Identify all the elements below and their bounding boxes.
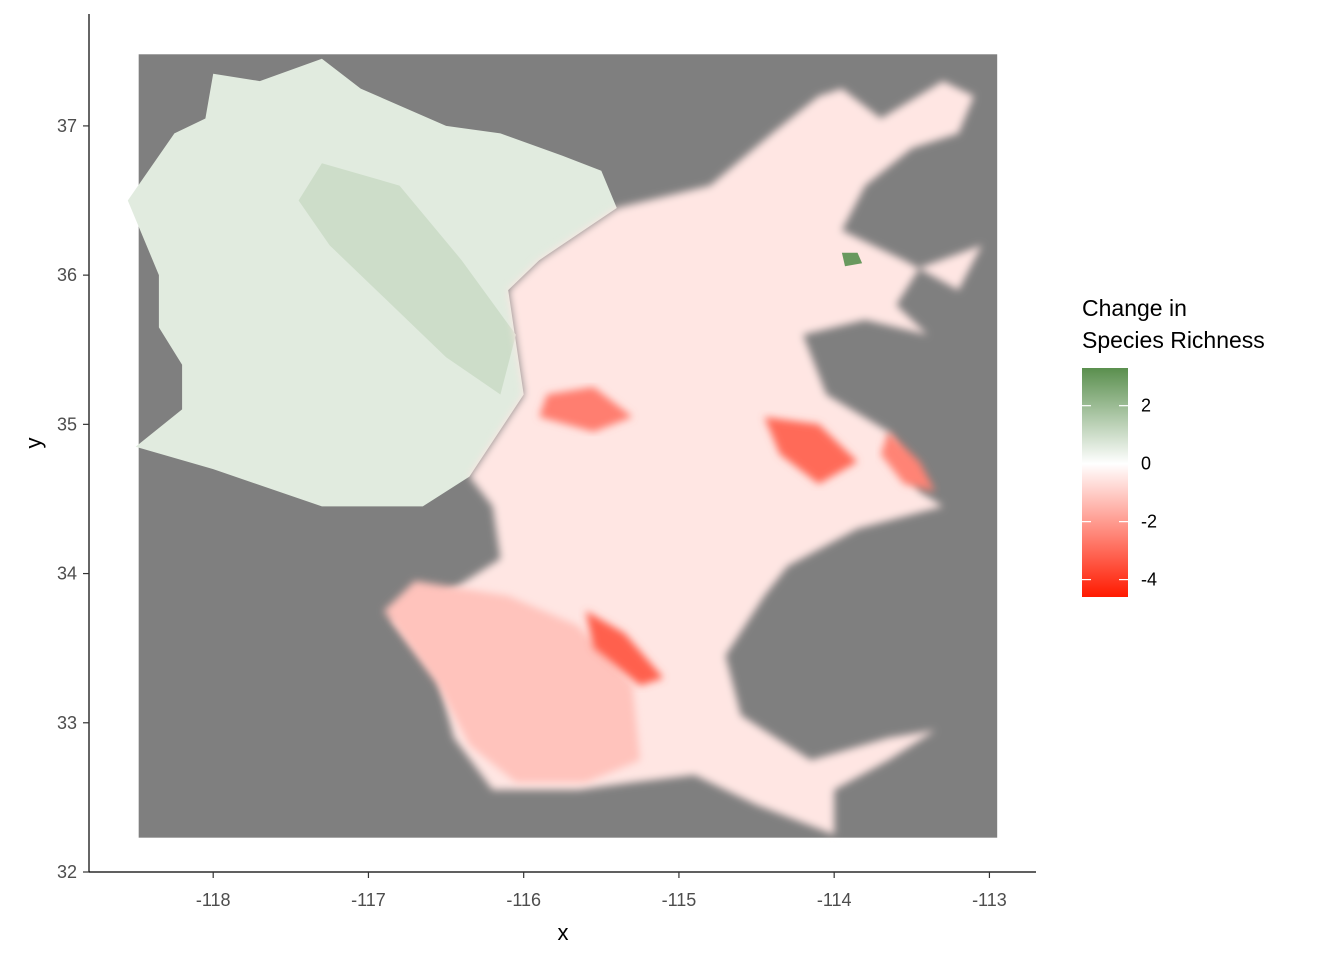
x-axis-ticks: -118 -117 -116 -115 -114 -113 xyxy=(196,872,1007,910)
legend-break-label: -2 xyxy=(1141,512,1157,532)
x-tick-label: -113 xyxy=(972,890,1007,910)
region-northwest-core xyxy=(298,163,516,395)
y-tick-label: 37 xyxy=(57,116,77,136)
raster-regions xyxy=(127,58,982,835)
y-tick-label: 35 xyxy=(57,414,77,434)
region-hotspot-4 xyxy=(880,431,936,492)
legend-title-line-2: Species Richness xyxy=(1082,327,1265,353)
legend-breaks: 2 0 -2 -4 xyxy=(1082,396,1157,590)
legend-colorbar xyxy=(1082,368,1128,597)
y-tick-label: 36 xyxy=(57,265,77,285)
x-tick-label: -114 xyxy=(817,890,852,910)
legend-break-label: -4 xyxy=(1141,570,1157,590)
legend-title-line-1: Change in xyxy=(1082,295,1187,321)
y-axis-ticks: 32 33 34 35 36 37 xyxy=(57,116,89,882)
y-tick-label: 34 xyxy=(57,564,77,584)
region-hotspot-1 xyxy=(585,610,664,686)
region-southwest xyxy=(384,581,641,783)
x-tick-label: -115 xyxy=(662,890,697,910)
y-tick-label: 33 xyxy=(57,713,77,733)
y-axis-title: y xyxy=(21,438,46,449)
y-tick-label: 32 xyxy=(57,862,77,882)
legend-break-label: 2 xyxy=(1141,396,1151,416)
legend: Change in Species Richness 2 0 -2 -4 xyxy=(1082,295,1265,597)
x-axis-title: x xyxy=(558,920,569,945)
x-tick-label: -117 xyxy=(351,890,386,910)
region-green-speck xyxy=(841,252,863,267)
region-hotspot-2 xyxy=(764,416,858,484)
x-tick-label: -116 xyxy=(506,890,541,910)
region-hotspot-3 xyxy=(539,387,633,432)
x-tick-label: -118 xyxy=(196,890,231,910)
legend-break-label: 0 xyxy=(1141,454,1151,474)
